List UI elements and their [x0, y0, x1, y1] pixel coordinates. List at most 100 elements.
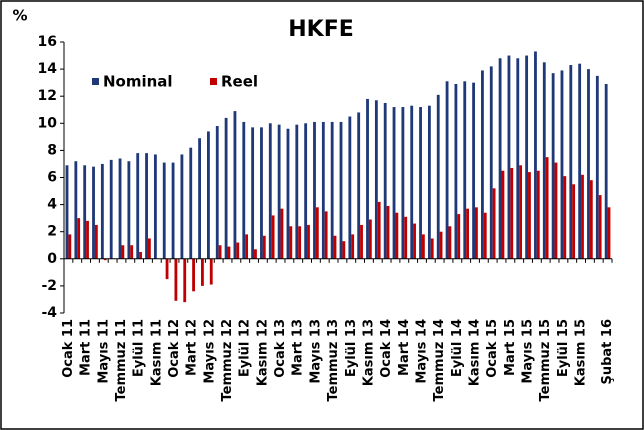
bar: [313, 121, 316, 259]
bar: [481, 70, 484, 259]
x-tick-label: Mayıs 15: [521, 319, 536, 384]
bar: [392, 107, 396, 259]
bar: [351, 234, 355, 259]
y-tick-label: 8: [47, 142, 57, 158]
bar: [118, 158, 122, 259]
bar: [94, 224, 98, 259]
x-tick-label: Eylül 15: [556, 319, 571, 377]
bar: [65, 165, 69, 259]
bar: [304, 123, 308, 259]
bar: [153, 154, 157, 259]
bar: [207, 131, 210, 259]
bar: [333, 235, 337, 259]
bar: [581, 174, 584, 259]
bar: [572, 184, 576, 259]
chart-title: HKFE: [288, 17, 354, 42]
y-tick-label: 2: [47, 224, 57, 240]
bar: [321, 121, 325, 259]
bar: [563, 176, 567, 259]
bar: [236, 242, 240, 259]
bar: [445, 81, 449, 259]
bar: [271, 215, 275, 259]
bar: [419, 107, 422, 259]
x-tick-label: Kasım 13: [361, 319, 376, 386]
bar: [501, 170, 505, 259]
bar: [357, 112, 361, 259]
bar: [528, 172, 531, 259]
bar: [92, 166, 95, 259]
bar: [174, 258, 178, 301]
bar: [147, 238, 151, 259]
bar: [475, 207, 478, 259]
bar: [457, 214, 461, 259]
bar: [519, 165, 523, 259]
bar: [454, 84, 458, 259]
bar: [192, 258, 195, 292]
x-tick-label: Mart 13: [291, 319, 306, 376]
bar: [268, 123, 272, 259]
bar: [162, 162, 166, 259]
bar: [260, 127, 263, 259]
bar: [413, 223, 416, 259]
bar: [439, 231, 443, 259]
bar: [121, 245, 125, 259]
legend-swatch: [210, 78, 217, 85]
bar: [604, 84, 608, 259]
bar: [510, 168, 514, 259]
bar: [227, 246, 231, 259]
bar: [404, 216, 408, 259]
bar: [377, 201, 381, 259]
x-tick-label: Şubat 16: [600, 319, 615, 385]
x-tick-label: Ocak 12: [167, 319, 182, 378]
bar: [295, 124, 299, 259]
bar: [136, 153, 140, 259]
y-tick-label: 4: [47, 197, 57, 213]
bar: [598, 195, 602, 259]
bar: [534, 51, 537, 259]
y-tick-label: -4: [41, 305, 57, 321]
x-tick-label: Kasım 14: [468, 319, 483, 386]
bar: [421, 234, 425, 259]
bar: [83, 165, 87, 259]
bar: [368, 219, 372, 259]
x-tick-label: Temmuz 14: [432, 319, 447, 402]
x-tick-label: Temmuz 12: [220, 319, 235, 402]
x-tick-label: Temmuz 13: [326, 319, 341, 402]
bar: [209, 258, 213, 285]
y-tick-label: 12: [38, 88, 57, 104]
bar: [324, 211, 328, 259]
bar: [466, 208, 469, 259]
x-tick-label: Mayıs 11: [96, 319, 111, 384]
x-tick-label: Temmuz 11: [114, 319, 129, 402]
bar: [145, 153, 148, 259]
bar: [242, 121, 246, 259]
bar: [262, 235, 266, 259]
bar: [578, 63, 582, 259]
x-tick-label: Mart 11: [79, 319, 94, 376]
bar: [342, 241, 346, 259]
bar: [360, 224, 363, 259]
legend-label: Reel: [221, 73, 258, 91]
bar: [130, 245, 134, 259]
bar: [68, 234, 72, 259]
bar: [498, 58, 502, 259]
bar: [366, 98, 369, 259]
legend-swatch: [92, 78, 99, 85]
bar: [254, 249, 257, 259]
bar: [280, 208, 284, 259]
bar: [109, 159, 113, 259]
bar: [127, 161, 131, 259]
x-tick-label: Kasım 12: [255, 319, 270, 386]
bar: [383, 102, 387, 259]
bar: [251, 127, 255, 259]
bar: [139, 252, 142, 259]
bar: [330, 121, 334, 259]
bar: [492, 188, 496, 259]
x-tick-label: Kasım 15: [574, 319, 589, 386]
bar: [542, 62, 546, 259]
x-tick-label: Mayıs 14: [414, 319, 429, 384]
x-tick-label: Ocak 14: [379, 319, 394, 378]
x-tick-label: Ocak 11: [61, 319, 76, 378]
bar: [507, 55, 511, 259]
